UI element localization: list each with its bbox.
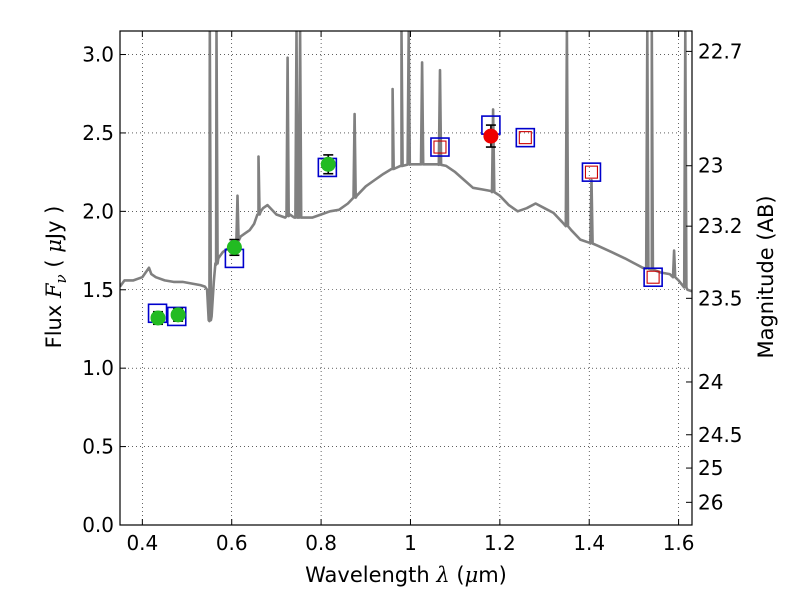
y-tick-label: 1.5 bbox=[82, 278, 114, 302]
sed-model-line bbox=[120, 31, 692, 323]
x-tick-label: 1.6 bbox=[663, 531, 695, 555]
model-photometry-square bbox=[581, 162, 602, 182]
model-photometry-inner-square bbox=[433, 140, 447, 154]
observed-point bbox=[226, 239, 242, 255]
y-tick-label: 0.5 bbox=[82, 435, 114, 459]
model-photometry-layer bbox=[147, 115, 663, 327]
y2-tick-label: 24.5 bbox=[698, 423, 743, 447]
y-axis-label: Flux Fν ( μJy ) bbox=[42, 206, 70, 349]
observed-photometry-layer bbox=[150, 124, 499, 326]
x-tick-label: 1 bbox=[404, 531, 417, 555]
axis-ticks: 0.4 0.6 0.8 1 1.2 1.4 1.6 0.0 0.5 1.0 1.5 2.0 2.5 3.0… bbox=[82, 31, 743, 555]
observed-point bbox=[483, 128, 499, 144]
model-photometry-square bbox=[515, 127, 536, 148]
model-photometry-inner-square bbox=[646, 270, 660, 284]
y2-tick-label: 22.7 bbox=[698, 39, 743, 63]
y2-axis-label: Magnitude (AB) bbox=[754, 195, 778, 358]
y2-tick-label: 24 bbox=[698, 370, 723, 394]
grid-lines bbox=[120, 31, 692, 526]
y2-tick-label: 23 bbox=[698, 154, 723, 178]
model-photometry-square bbox=[430, 137, 450, 157]
x-tick-label: 1.4 bbox=[573, 531, 605, 555]
y2-tick-label: 26 bbox=[698, 490, 723, 514]
x-tick-label: 0.6 bbox=[216, 531, 248, 555]
y2-tick-label: 23.5 bbox=[698, 286, 743, 310]
x-tick-label: 0.4 bbox=[126, 531, 158, 555]
observed-point bbox=[320, 156, 336, 172]
observed-point bbox=[170, 307, 186, 323]
model-photometry-inner-square bbox=[584, 165, 599, 179]
y-tick-label: 3.0 bbox=[82, 43, 114, 67]
y2-tick-label: 23.2 bbox=[698, 214, 743, 238]
x-axis-label: Wavelength λ (μm) bbox=[305, 563, 507, 587]
observed-point bbox=[150, 310, 166, 326]
plot-frame bbox=[119, 30, 693, 526]
model-photometry-square bbox=[166, 306, 187, 327]
x-tick-label: 1.2 bbox=[484, 531, 516, 555]
model-photometry-inner-square bbox=[518, 131, 532, 145]
y-tick-label: 1.0 bbox=[82, 356, 114, 380]
sed-model-layer bbox=[120, 31, 692, 323]
y-tick-label: 2.5 bbox=[82, 121, 114, 145]
y2-tick-label: 25 bbox=[698, 456, 723, 480]
y-tick-label: 0.0 bbox=[82, 513, 114, 537]
y-tick-label: 2.0 bbox=[82, 199, 114, 223]
model-photometry-square bbox=[643, 267, 663, 288]
x-tick-label: 0.8 bbox=[305, 531, 337, 555]
